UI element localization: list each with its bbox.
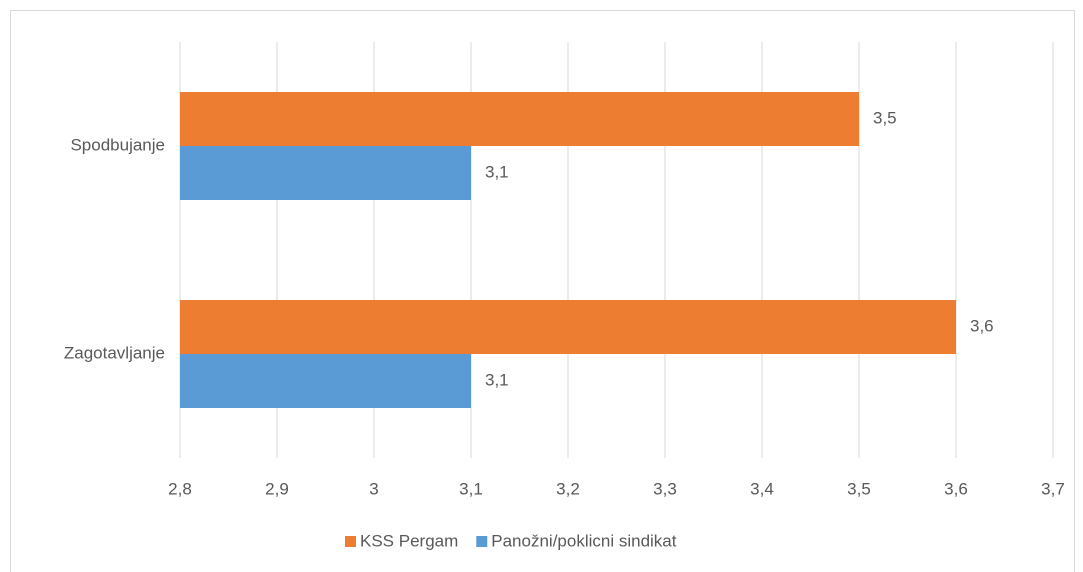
x-tick-label: 2,8 bbox=[168, 479, 192, 498]
bar bbox=[180, 146, 471, 200]
data-label: 3,1 bbox=[485, 370, 509, 389]
data-label: 3,5 bbox=[873, 108, 897, 127]
legend-swatch bbox=[476, 536, 488, 547]
legend-label: KSS Pergam bbox=[360, 531, 458, 550]
x-tick-label: 3,2 bbox=[556, 479, 580, 498]
x-tick-label: 3,6 bbox=[944, 479, 968, 498]
bar bbox=[180, 92, 859, 146]
data-label: 3,6 bbox=[970, 316, 994, 335]
y-tick-label: Spodbujanje bbox=[70, 135, 165, 154]
x-tick-label: 3,4 bbox=[750, 479, 774, 498]
legend-swatch bbox=[345, 536, 356, 547]
x-tick-label: 3,1 bbox=[459, 479, 483, 498]
x-tick-label: 3,7 bbox=[1041, 479, 1065, 498]
bar bbox=[180, 354, 471, 408]
x-tick-label: 2,9 bbox=[265, 479, 289, 498]
x-tick-label: 3 bbox=[369, 479, 378, 498]
x-tick-label: 3,5 bbox=[847, 479, 871, 498]
legend-label: Panožni/poklicni sindikat bbox=[491, 531, 676, 550]
x-tick-label: 3,3 bbox=[653, 479, 677, 498]
bar bbox=[180, 300, 956, 354]
y-tick-label: Zagotavljanje bbox=[64, 343, 165, 362]
data-label: 3,1 bbox=[485, 162, 509, 181]
